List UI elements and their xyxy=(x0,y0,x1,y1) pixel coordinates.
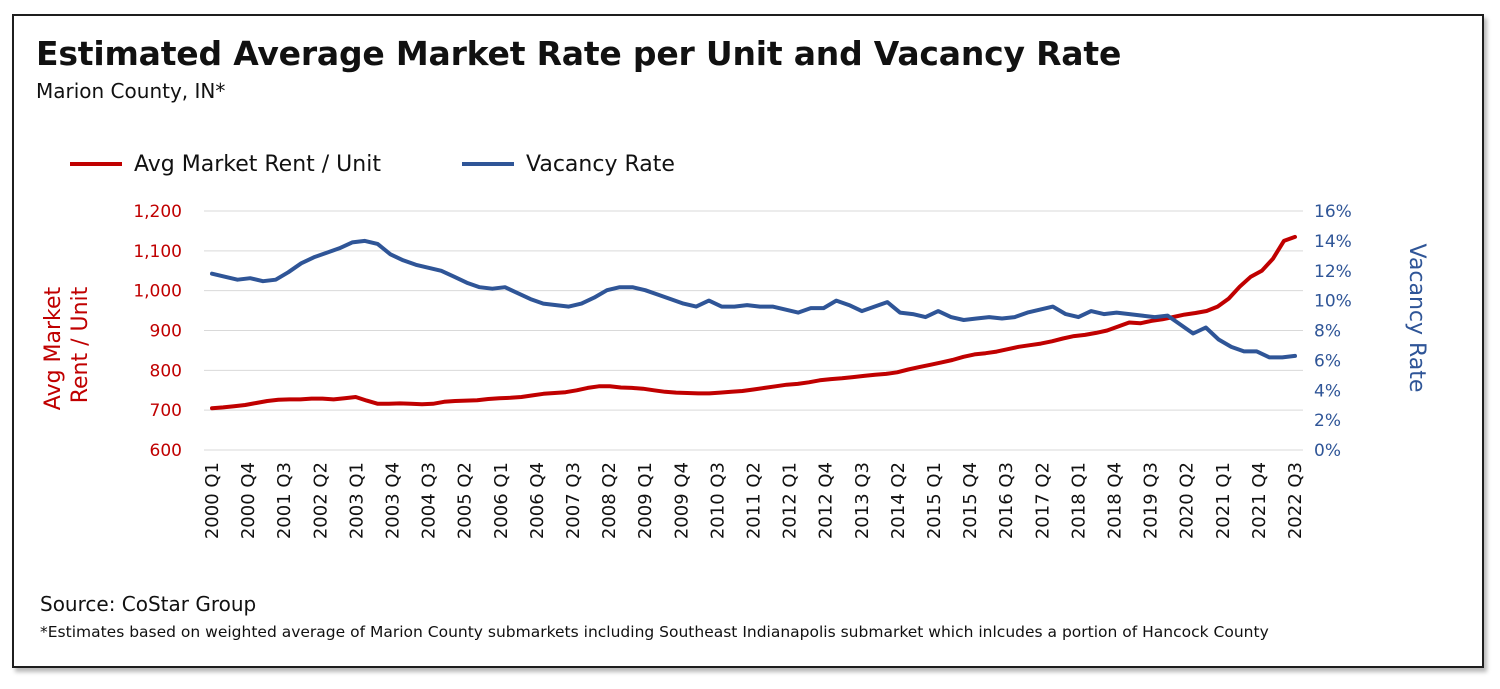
x-tick-label: 2003 Q4 xyxy=(383,462,404,539)
source-note: Source: CoStar Group xyxy=(40,592,257,616)
x-tick-label: 2016 Q3 xyxy=(996,462,1017,539)
legend-swatch-rent xyxy=(70,162,122,166)
series-lines xyxy=(210,234,1297,411)
x-tick-label: 2009 Q1 xyxy=(635,462,656,539)
gridlines xyxy=(204,210,1303,451)
x-tick-label: 2000 Q1 xyxy=(202,462,223,539)
left-tick-label: 1,200 xyxy=(133,202,182,222)
x-tick-label: 2022 Q3 xyxy=(1285,462,1306,539)
vacancy-series-line xyxy=(210,238,1297,360)
x-tick-label: 2014 Q2 xyxy=(888,462,909,539)
right-tick-label: 4% xyxy=(1314,381,1341,401)
x-tick-label: 2001 Q3 xyxy=(274,462,295,539)
right-tick-label: 16% xyxy=(1314,202,1352,222)
right-tick-label: 14% xyxy=(1314,232,1352,252)
axis-ticks: 600 700 800 900 1,000 1,100 1,200 0% 2% 4% 6% 8% 10%… xyxy=(133,202,1351,539)
right-tick-label: 12% xyxy=(1314,262,1352,282)
x-tick-label: 2021 Q1 xyxy=(1213,462,1234,539)
rent-series-line xyxy=(210,234,1297,411)
footnote: *Estimates based on weighted average of … xyxy=(40,623,1269,641)
x-tick-label: 2015 Q1 xyxy=(924,462,945,539)
right-tick-label: 8% xyxy=(1314,322,1341,342)
x-tick-label: 2010 Q3 xyxy=(707,462,728,539)
right-tick-label: 0% xyxy=(1314,441,1341,461)
x-tick-label: 2021 Q4 xyxy=(1249,462,1270,539)
x-tick-label: 2002 Q2 xyxy=(310,462,331,539)
legend-swatch-vacancy xyxy=(462,162,514,166)
left-axis-title: Avg Market Rent / Unit xyxy=(41,280,93,410)
x-tick-label: 2013 Q3 xyxy=(852,462,873,539)
left-tick-label: 1,000 xyxy=(133,282,182,302)
x-tick-label: 2003 Q1 xyxy=(346,462,367,539)
right-tick-label: 10% xyxy=(1314,292,1352,312)
x-tick-label: 2005 Q2 xyxy=(455,462,476,539)
x-tick-label: 2011 Q2 xyxy=(744,462,765,539)
left-axis-title-line-1: Avg Market xyxy=(41,286,66,410)
x-tick-label: 2000 Q4 xyxy=(238,462,259,539)
left-tick-label: 900 xyxy=(150,322,182,342)
chart-subtitle: Marion County, IN* xyxy=(36,79,226,103)
x-tick-label: 2017 Q2 xyxy=(1032,462,1053,539)
legend-label-vacancy: Vacancy Rate xyxy=(526,151,675,177)
right-tick-label: 6% xyxy=(1314,351,1341,371)
x-tick-label: 2007 Q3 xyxy=(563,462,584,539)
x-tick-label: 2018 Q4 xyxy=(1105,462,1126,539)
x-tick-label: 2006 Q4 xyxy=(527,462,548,539)
chart-frame xyxy=(12,14,1484,668)
chart-title: Estimated Average Market Rate per Unit a… xyxy=(36,34,1122,73)
left-tick-label: 800 xyxy=(150,361,182,381)
x-tick-label: 2015 Q4 xyxy=(960,462,981,539)
right-axis-title: Vacancy Rate xyxy=(1404,244,1429,393)
x-tick-label: 2012 Q4 xyxy=(816,462,837,539)
x-tick-label: 2020 Q2 xyxy=(1177,462,1198,539)
left-tick-label: 700 xyxy=(150,401,182,421)
x-tick-label: 2004 Q3 xyxy=(419,462,440,539)
left-tick-label: 600 xyxy=(150,441,182,461)
x-tick-label: 2008 Q2 xyxy=(599,462,620,539)
right-tick-label: 2% xyxy=(1314,411,1341,431)
x-tick-label: 2009 Q4 xyxy=(671,462,692,539)
legend-item-vacancy: Vacancy Rate xyxy=(462,150,675,178)
x-tick-label: 2018 Q1 xyxy=(1068,462,1089,539)
legend-label-rent: Avg Market Rent / Unit xyxy=(134,151,381,177)
legend-item-rent: Avg Market Rent / Unit xyxy=(70,150,381,178)
x-tick-label: 2019 Q3 xyxy=(1141,462,1162,539)
x-tick-label: 2012 Q1 xyxy=(780,462,801,539)
left-tick-label: 1,100 xyxy=(133,242,182,262)
x-tick-label: 2006 Q1 xyxy=(491,462,512,539)
left-axis-title-line-2: Rent / Unit xyxy=(68,286,93,403)
